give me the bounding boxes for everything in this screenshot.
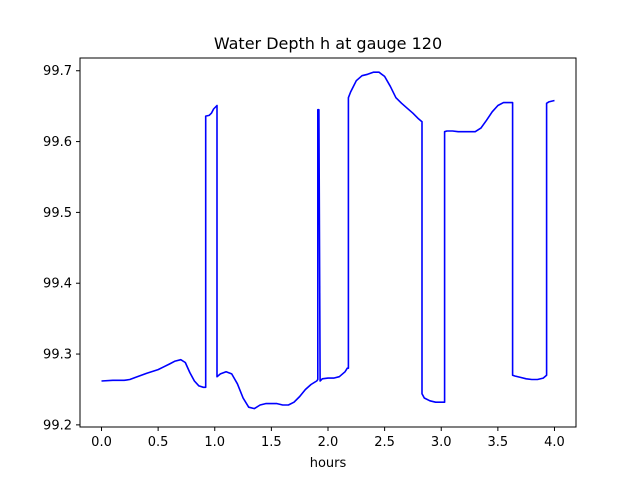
x-axis-ticks: 0.0 0.5 1.0 1.5 2.0 2.5 3.0 3.5 4.0 <box>91 427 565 450</box>
y-tick-label: 99.3 <box>43 348 72 363</box>
x-axis-label: hours <box>310 456 347 471</box>
axes-frame <box>79 57 577 428</box>
chart-title: Water Depth h at gauge 120 <box>214 34 442 53</box>
y-tick-label: 99.2 <box>43 418 72 433</box>
x-tick-label: 1.5 <box>261 435 282 450</box>
x-tick-label: 3.0 <box>431 435 452 450</box>
x-tick-label: 3.5 <box>488 435 509 450</box>
y-tick-label: 99.5 <box>43 206 72 221</box>
x-tick-label: 2.5 <box>374 435 395 450</box>
y-tick-label: 99.7 <box>43 64 72 79</box>
series-line <box>101 71 555 410</box>
y-axis-ticks: 99.2 99.3 99.4 99.5 99.6 99.7 <box>43 64 80 433</box>
x-tick-label: 0.0 <box>91 435 112 450</box>
plot-area <box>101 71 555 410</box>
x-tick-label: 2.0 <box>318 435 339 450</box>
y-tick-label: 99.6 <box>43 135 72 150</box>
x-tick-label: 4.0 <box>544 435 565 450</box>
y-tick-label: 99.4 <box>43 277 72 292</box>
x-tick-label: 0.5 <box>148 435 169 450</box>
x-tick-label: 1.0 <box>204 435 225 450</box>
